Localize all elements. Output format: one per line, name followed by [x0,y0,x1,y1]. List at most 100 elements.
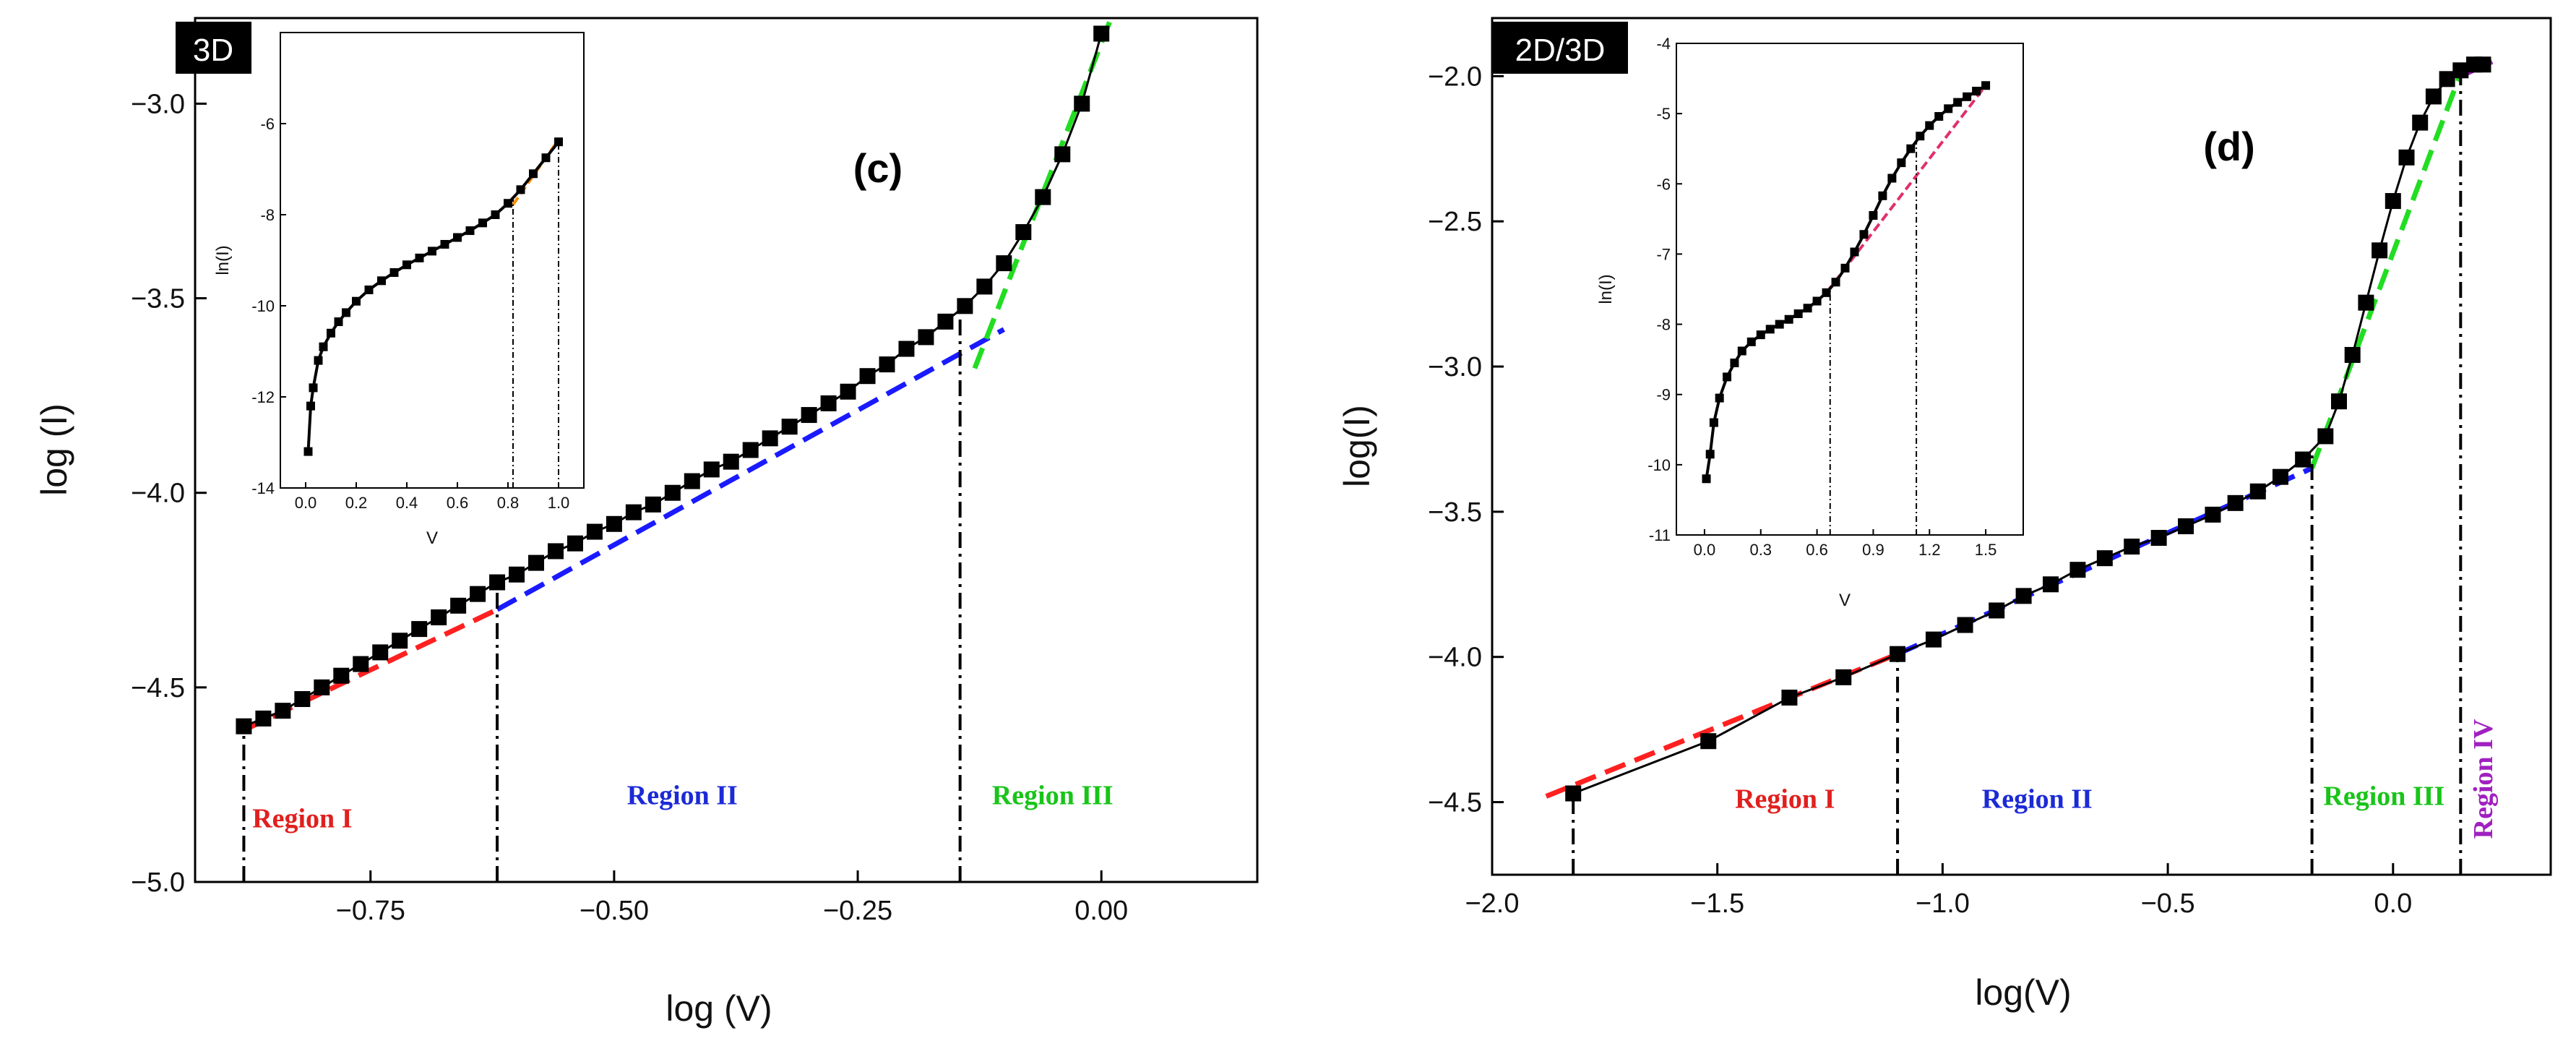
data-point [392,633,408,649]
data-point [2344,346,2361,363]
inset-data-point [491,210,500,219]
inset-y-tick-label: -5 [1656,105,1671,123]
inset-data-point [306,401,315,411]
inset-data-point [352,296,361,306]
inset-data-point [1859,230,1869,239]
inset-y-tick-label: -14 [251,479,275,497]
inset-data-point [465,226,475,236]
data-point [996,255,1012,272]
inset-data-point [389,268,399,278]
y-tick-label: −2.0 [1428,61,1482,92]
inset-data-point [428,247,436,256]
inset-data-point [1906,144,1916,153]
data-point [586,523,603,540]
panel-d-y-ticks: −4.5 −4.0 −3.5 −3.0 −2.5 −2.0 [1428,61,1504,818]
inset-data-point [1944,104,1953,113]
x-tick-label: −1.5 [1690,888,1744,919]
data-point [2249,483,2266,500]
panel-c-x-axis-label: log (V) [665,988,772,1029]
x-tick-label: −1.0 [1916,888,1970,919]
inset-data-point [415,253,424,262]
x-tick-label: 0.0 [2374,888,2412,919]
inset-data-point [541,153,551,163]
data-point [547,543,564,560]
inset-data-point [1784,314,1793,324]
inset-data-point [1869,211,1878,220]
panel-d-inset-background [1676,43,2023,535]
data-point [2372,242,2388,259]
panel-d-inset: 0.0 0.3 0.6 0.9 1.2 1.5 -11-10-9-8-7-6-5-4 V … [1596,35,2024,610]
inset-data-point [1812,296,1822,306]
inset-data-point [504,199,512,208]
inset-y-tick-label: -9 [1656,386,1671,404]
inset-data-point [1793,309,1803,318]
data-point [801,407,817,424]
data-point [1035,189,1051,205]
panel-c-x-ticks: −0.75 −0.50 −0.25 0.00 [336,870,1128,926]
inset-x-tick-label: 0.8 [497,494,520,512]
inset-data-point [1803,304,1812,313]
data-point [2150,530,2167,547]
inset-data-point [314,356,323,365]
panel-c-3d: −0.75 −0.50 −0.25 0.00 −5.0 −4.5 −4.0 −3.5 −3.0… [34,17,1259,1029]
inset-data-point [402,260,411,270]
data-point [1074,95,1090,112]
inset-data-point [1916,132,1925,141]
panel-c-y-axis-label: log (I) [34,403,74,496]
data-point [450,597,467,614]
inset-y-tick-label: -12 [251,388,275,406]
panel-d-y-axis-label: log(I) [1337,405,1377,487]
fit-line [496,327,1006,612]
inset-data-point [1709,418,1718,427]
inset-data-point [1746,337,1756,346]
data-point [528,554,545,571]
inset-data-point [453,233,462,242]
panel-c-y-ticks: −5.0 −4.5 −4.0 −3.5 −3.0 [131,89,207,898]
x-tick-label: 0.00 [1074,896,1128,926]
x-tick-label: −0.5 [2141,888,2195,919]
panel-d-inset-x-label: V [1839,591,1851,610]
inset-x-tick-label: 0.0 [295,494,317,512]
inset-data-point [1702,474,1711,484]
data-point [762,430,778,447]
data-point [431,609,447,625]
y-tick-label: −4.5 [131,673,185,703]
inset-y-tick-label: -4 [1656,35,1671,53]
inset-fit-line [1825,85,1987,294]
inset-x-tick-label: 0.9 [1862,541,1884,559]
data-point [1835,669,1852,685]
panel-d-badge [1492,22,1628,74]
inset-data-point [319,342,328,351]
data-point [236,718,252,734]
data-point [489,574,506,591]
inset-data-point [1840,263,1850,273]
panel-c-plot-frame [194,17,1259,883]
region-label: Region I [252,804,352,834]
x-tick-label: −0.75 [336,896,405,926]
inset-y-tick-label: -7 [1656,245,1671,263]
panel-c-inset-x-ticks: 0.0 0.2 0.4 0.6 0.8 1.0 [295,482,569,512]
data-point [275,703,291,719]
region-label: Region III [2323,781,2444,812]
y-tick-label: −3.0 [131,89,185,119]
panel-d-badge-text: 2D/3D [1515,33,1606,68]
panel-d-x-axis-label: log(V) [1975,972,2071,1013]
data-point [2331,393,2347,410]
inset-data-point [1934,112,1944,121]
region-label: Region II [1982,784,2093,815]
panel-c-inset-y-label: ln(I) [213,245,233,275]
data-point [1054,146,1071,163]
inset-data-point [1878,191,1887,200]
inset-data-point [1850,247,1859,257]
inset-data-point [529,169,538,179]
inset-data-point [342,308,350,317]
region-label: Region II [627,780,738,810]
data-point [372,644,389,661]
data-point [976,278,993,295]
region-label: Region I [1735,784,1835,815]
inset-data-point [364,285,374,294]
data-point [625,504,642,520]
panel-d-x-ticks: −2.0 −1.5 −1.0 −0.5 0.0 [1465,863,2412,919]
inset-data-point [1963,92,1972,101]
